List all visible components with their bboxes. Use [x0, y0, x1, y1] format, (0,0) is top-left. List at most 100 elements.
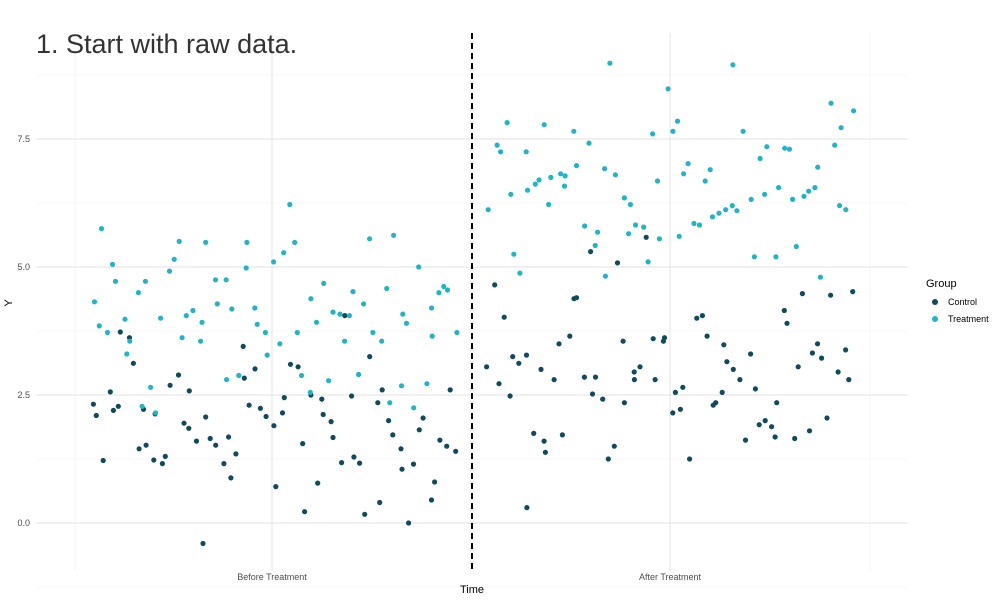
data-point: [263, 413, 269, 420]
y-axis-title: Y: [3, 299, 15, 307]
data-point: [115, 403, 121, 409]
data-point: [199, 319, 205, 325]
data-point: [832, 142, 838, 148]
data-point: [339, 460, 345, 466]
data-point: [90, 401, 96, 407]
data-point: [524, 505, 530, 511]
data-point: [181, 420, 187, 426]
data-point: [203, 414, 209, 420]
data-point: [670, 128, 676, 134]
data-point: [190, 307, 196, 314]
data-point: [158, 315, 164, 321]
data-point: [523, 352, 530, 358]
data-point: [273, 484, 279, 490]
data-point: [212, 277, 219, 283]
data-point: [171, 256, 177, 262]
data-point: [721, 342, 727, 348]
data-point: [193, 438, 200, 444]
data-point: [536, 177, 542, 183]
data-point: [561, 183, 568, 189]
data-point: [198, 338, 204, 344]
data-point: [424, 381, 430, 387]
data-point: [213, 442, 219, 448]
data-point: [416, 264, 422, 270]
data-point: [687, 456, 693, 462]
data-point: [254, 321, 260, 327]
data-point: [713, 400, 719, 406]
data-point: [453, 448, 459, 454]
data-point: [661, 335, 668, 341]
data-point: [589, 391, 596, 397]
data-point: [104, 329, 111, 336]
data-point: [806, 428, 813, 434]
data-point: [501, 314, 507, 320]
data-point: [508, 191, 514, 197]
data-point: [742, 437, 749, 443]
data-point: [620, 338, 626, 344]
data-point: [724, 359, 730, 365]
legend-marker-control: [932, 299, 938, 305]
data-point: [602, 273, 609, 279]
data-point: [843, 347, 849, 353]
data-point: [532, 181, 538, 187]
data-point: [143, 442, 149, 448]
data-point: [233, 451, 239, 457]
data-point: [681, 171, 687, 177]
data-point: [167, 382, 173, 388]
data-point: [135, 290, 141, 296]
legend-marker-treatment: [932, 316, 938, 322]
data-point: [319, 396, 325, 402]
data-point: [817, 274, 824, 280]
data-point: [313, 319, 320, 325]
data-point: [328, 419, 334, 425]
data-point: [546, 201, 552, 208]
data-point: [824, 415, 830, 421]
data-point: [153, 410, 159, 416]
data-point: [379, 387, 385, 393]
data-point: [510, 354, 516, 360]
data-point: [665, 86, 671, 92]
data-point: [277, 341, 283, 347]
y-tick-label: 5.0: [17, 262, 30, 272]
data-point: [252, 305, 258, 311]
data-point: [122, 316, 128, 322]
data-point: [809, 350, 816, 356]
data-point: [241, 375, 247, 381]
data-point: [367, 354, 373, 360]
data-point: [559, 432, 566, 438]
data-point: [262, 329, 268, 336]
data-point: [756, 422, 762, 428]
data-point: [631, 377, 638, 383]
data-point: [370, 329, 376, 336]
y-tick-label: 7.5: [17, 134, 30, 144]
data-point: [699, 313, 706, 319]
data-point: [748, 196, 754, 202]
data-point: [390, 432, 396, 438]
data-point: [300, 441, 306, 447]
data-point: [652, 377, 658, 383]
data-point: [444, 443, 450, 449]
data-point: [784, 320, 790, 326]
data-point: [298, 372, 305, 379]
data-point: [633, 222, 639, 228]
data-point: [631, 369, 637, 375]
data-point: [812, 185, 818, 191]
data-point: [621, 400, 628, 406]
data-point: [776, 185, 782, 191]
data-point: [764, 144, 770, 150]
data-point: [320, 411, 326, 418]
data-point: [437, 437, 443, 443]
data-point: [730, 366, 736, 372]
data-point: [162, 453, 168, 459]
data-point: [410, 461, 417, 467]
data-point: [685, 161, 691, 167]
data-point: [573, 163, 580, 169]
data-point: [321, 280, 327, 286]
data-point: [516, 360, 522, 366]
data-point: [96, 323, 102, 329]
data-point: [558, 171, 564, 177]
data-point: [444, 287, 451, 293]
data-point: [100, 457, 106, 464]
y-tick-label: 0.0: [17, 518, 30, 528]
